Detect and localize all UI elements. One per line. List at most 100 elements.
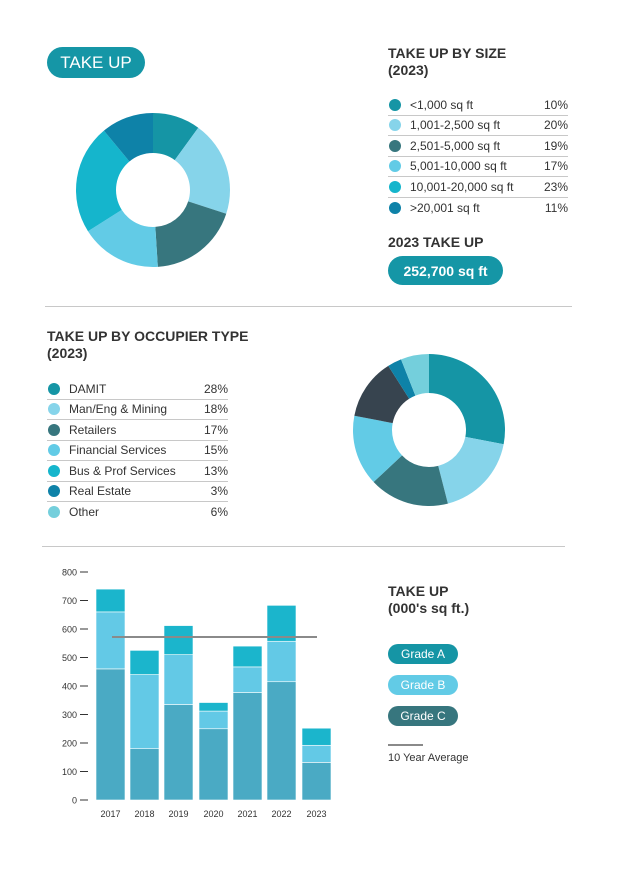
donut-slice [155, 201, 227, 267]
legend-dot-icon [48, 506, 60, 519]
legend-dot-icon [48, 485, 60, 498]
legend-row: Financial Services 15% [47, 441, 228, 461]
y-tick-label: 100 [62, 767, 77, 777]
bar-title-line2: (000's sq ft.) [388, 600, 470, 616]
size-title-line1: TAKE UP BY SIZE [388, 45, 507, 61]
donut-slice [87, 209, 158, 267]
x-tick-label: 2020 [203, 809, 223, 819]
legend-percent: 6% [210, 505, 228, 520]
legend-dot-icon [48, 464, 60, 477]
x-tick-label: 2019 [168, 809, 188, 819]
x-tick-label: 2017 [100, 809, 120, 819]
y-tick-label: 500 [62, 653, 77, 663]
bar-segment-grade-a [198, 728, 229, 801]
bar-chart-title: TAKE UP (000's sq ft.) [388, 583, 469, 617]
legend-label: Retailers [69, 422, 117, 437]
x-tick-label: 2022 [271, 809, 291, 819]
legend-label: 10,001-20,000 sq ft [410, 179, 514, 194]
occupier-title-line1: TAKE UP BY OCCUPIER TYPE [47, 328, 249, 344]
bar-segment-grade-b [129, 674, 160, 749]
bar-segment-grade-c [163, 625, 194, 655]
legend-dot-icon [48, 382, 60, 395]
take-up-pill: TAKE UP [47, 47, 145, 78]
legend-dot-icon [389, 160, 401, 173]
donut-take-up-by-size [76, 113, 230, 267]
donut-slice [353, 415, 403, 483]
legend-row: Real Estate 3% [47, 482, 228, 502]
legend-label: Real Estate [69, 484, 132, 499]
legend-dot-icon [48, 423, 60, 436]
donut-slice [429, 353, 505, 445]
bar-segment-grade-b [163, 654, 194, 705]
y-tick-label: 300 [62, 710, 77, 720]
legend-percent: 13% [203, 463, 228, 478]
legend-percent: 23% [543, 179, 568, 194]
y-tick-label: 700 [62, 596, 77, 606]
legend-label: Man/Eng & Mining [69, 402, 168, 417]
x-tick-label: 2018 [134, 809, 154, 819]
donut-slice [401, 354, 429, 396]
total-value-pill: 252,700 sq ft [388, 256, 503, 285]
legend-dot-icon [48, 403, 60, 416]
size-title: TAKE UP BY SIZE (2023) [388, 45, 506, 79]
bar-segment-grade-c [129, 650, 160, 675]
donut-slice [438, 436, 504, 504]
legend-label: DAMIT [69, 381, 107, 396]
legend-percent: 3% [210, 484, 228, 499]
bar-segment-grade-a [301, 762, 332, 801]
legend-grade-b: Grade B [388, 675, 458, 695]
legend-label: Financial Services [69, 443, 167, 458]
bar-segment-grade-a [232, 692, 263, 801]
stacked-bar-chart-take-up: 0 100 200 300 400 500 600 700 800 2017 2018 2019 202… [62, 568, 332, 819]
legend-percent: 17% [203, 422, 228, 437]
legend-dot-icon [389, 119, 401, 132]
donut-slice [76, 130, 130, 232]
donut-slice [373, 455, 448, 506]
legend-row: >20,001 sq ft 11% [388, 198, 568, 219]
legend-percent: 11% [544, 200, 568, 215]
occupier-title-line2: (2023) [47, 345, 88, 361]
bar-title-line1: TAKE UP [388, 583, 449, 599]
legend-percent: 17% [543, 159, 568, 174]
bar-segment-grade-c [198, 702, 229, 712]
bar-segment-grade-b [266, 640, 297, 683]
legend-label: >20,001 sq ft [410, 200, 480, 215]
bar-segment-grade-b [198, 710, 229, 730]
donut-slice [153, 113, 199, 161]
legend-label: <1,000 sq ft [410, 97, 474, 112]
y-tick-label: 0 [72, 796, 77, 806]
legend-percent: 15% [203, 443, 228, 458]
legend-row: Bus & Prof Services 13% [47, 461, 228, 482]
legend-row: Other 6% [47, 502, 228, 523]
legend-average-label: 10 Year Average [388, 752, 469, 764]
legend-dot-icon [389, 180, 401, 193]
x-tick-label: 2021 [237, 809, 257, 819]
legend-row: Man/Eng & Mining 18% [47, 400, 228, 420]
y-tick-label: 400 [62, 682, 77, 692]
legend-label: 1,001-2,500 sq ft [410, 118, 501, 133]
y-tick-label: 200 [62, 739, 77, 749]
bar-segment-grade-a [129, 748, 160, 801]
legend-dot-icon [389, 201, 401, 214]
legend-percent: 18% [203, 402, 228, 417]
y-tick-label: 600 [62, 625, 77, 635]
donut-slice [388, 359, 416, 399]
legend-percent: 20% [543, 118, 568, 133]
bar-segment-grade-b [95, 611, 126, 670]
legend-dot-icon [48, 444, 60, 457]
donut-take-up-by-occupier [353, 353, 505, 506]
legend-grade-a: Grade A [388, 644, 458, 664]
donut-slice [354, 365, 410, 424]
legend-row: Retailers 17% [47, 420, 228, 441]
bar-segment-grade-b [232, 666, 263, 693]
divider [42, 546, 565, 547]
legend-label: 5,001-10,000 sq ft [410, 159, 507, 174]
legend-label: 2,501-5,000 sq ft [410, 138, 501, 153]
legend-row: DAMIT 28% [47, 379, 228, 400]
legend-row: 2,501-5,000 sq ft 19% [388, 136, 568, 157]
y-tick-label: 800 [62, 568, 77, 578]
legend-row: 5,001-10,000 sq ft 17% [388, 157, 568, 177]
donut-slice [103, 113, 153, 162]
legend-row: <1,000 sq ft 10% [388, 95, 568, 116]
